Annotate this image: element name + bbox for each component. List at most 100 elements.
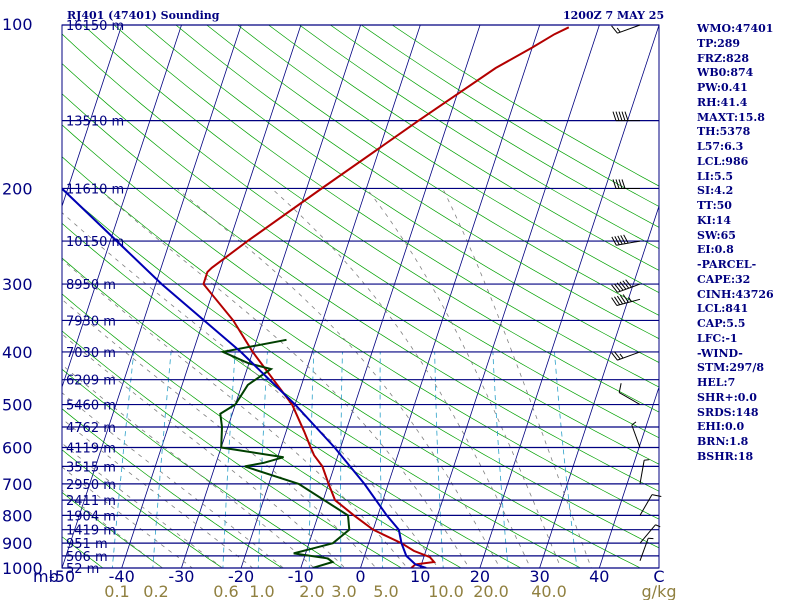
- stat-item: CINH:43726: [697, 287, 774, 301]
- wind-barb: [618, 383, 641, 405]
- stat-item: CAP:5.5: [697, 317, 746, 330]
- height-label: 506 m: [66, 550, 108, 565]
- dewpoint-line: [219, 338, 351, 568]
- stat-item: PW:0.41: [697, 81, 748, 94]
- isotherm-line: [62, 25, 182, 389]
- moist-adiabat: [176, 188, 501, 568]
- wind-barb: [612, 111, 640, 122]
- mixing-ratio-tick-label: 3.0: [331, 582, 356, 600]
- dry-adiabat: [175, 25, 659, 340]
- pressure-unit-label: mb: [33, 567, 59, 586]
- dry-adiabat: [237, 25, 659, 294]
- mixing-ratio-tick-label: 0.6: [213, 582, 238, 600]
- stat-item: KI:14: [697, 213, 732, 227]
- height-label: 13510 m: [66, 115, 124, 130]
- pressure-tick-label: 700: [2, 475, 33, 494]
- wind-barb: [611, 234, 641, 246]
- height-label: 5460 m: [66, 399, 116, 414]
- wind-barb: [639, 524, 661, 544]
- dry-adiabat: [62, 93, 659, 492]
- stat-item: HEL:7: [697, 376, 736, 389]
- mixing-ratio-line: [308, 351, 315, 568]
- moist-adiabat: [366, 188, 562, 568]
- dry-adiabat: [62, 536, 104, 568]
- moist-adiabat: [62, 418, 254, 568]
- height-label: 4762 m: [66, 421, 116, 436]
- dry-adiabat: [62, 491, 164, 568]
- stat-item: TH:5378: [697, 125, 751, 139]
- dry-adiabat: [82, 25, 659, 413]
- height-label: 2950 m: [66, 478, 116, 493]
- height-label: 4119 m: [66, 442, 116, 457]
- dry-adiabat: [62, 293, 462, 568]
- dry-adiabat: [62, 368, 343, 568]
- height-label: 7030 m: [66, 346, 116, 361]
- stat-item: WB0:874: [697, 66, 754, 80]
- isotherm-line: [180, 25, 362, 568]
- height-label: 8950 m: [66, 278, 116, 293]
- mixing-ratio-line: [492, 351, 509, 568]
- stat-item: LCL:986: [697, 154, 749, 168]
- mixing-ratio-line: [379, 351, 384, 568]
- stat-item: LI:5.5: [697, 169, 734, 183]
- temperature-tick-label: 20: [470, 567, 490, 586]
- dry-adiabat: [206, 25, 659, 316]
- isotherm-line: [539, 204, 659, 568]
- wind-barb: [639, 494, 662, 516]
- height-label: 16150 m: [66, 19, 124, 34]
- mixing-ratio-tick-label: 0.2: [143, 582, 168, 600]
- pressure-tick-label: 800: [2, 506, 33, 525]
- mixing-ratio-line: [111, 351, 135, 568]
- wind-barb: [631, 421, 641, 448]
- pressure-tick-label: 400: [2, 343, 33, 362]
- stat-item: BSHR:18: [697, 449, 754, 463]
- stat-item: SW:65: [697, 228, 736, 242]
- mixing-ratio-tick-label: g/kg: [642, 582, 677, 600]
- mixing-ratio-tick-label: 5.0: [373, 582, 398, 600]
- wind-barb: [612, 179, 640, 189]
- height-label: 7930 m: [66, 314, 116, 329]
- isotherm-line: [598, 385, 659, 568]
- mixing-ratio-line: [152, 351, 172, 568]
- mixing-ratio-tick-label: 1.0: [249, 582, 274, 600]
- stat-item: MAXT:15.8: [697, 110, 765, 124]
- isotherm-line: [419, 25, 600, 568]
- dry-adiabat: [113, 25, 659, 388]
- height-label: 3515 m: [66, 460, 116, 475]
- moist-adiabat: [62, 442, 224, 568]
- mixing-ratio-tick-label: 40.0: [531, 582, 567, 600]
- mixing-ratio-tick-label: 0.1: [104, 582, 129, 600]
- dry-adiabat: [62, 189, 641, 568]
- stat-item: STM:297/8: [697, 361, 764, 375]
- stat-item: LCL:841: [697, 302, 749, 316]
- wind-barb: [639, 459, 650, 484]
- stat-item: WMO:47401: [697, 22, 774, 35]
- mixing-ratio-line: [222, 351, 236, 568]
- isotherm-line: [0, 13, 6, 580]
- dry-adiabat: [268, 25, 659, 271]
- moist-adiabat: [442, 188, 592, 568]
- wind-barb: [611, 279, 641, 293]
- stats-panel: WMO:47401 TP:289 FRZ:828 WB0:874 PW:0.41 RH:4…: [697, 22, 797, 465]
- stat-item: CAPE:32: [697, 272, 751, 286]
- temperature-tick-label: 0: [355, 567, 365, 586]
- wind-barb: [611, 351, 641, 361]
- moist-adiabat: [271, 188, 531, 568]
- stat-item: TP:289: [697, 36, 741, 50]
- mixing-ratio-line: [257, 351, 268, 568]
- dry-adiabat: [62, 63, 659, 465]
- stat-item: SRDS:148: [697, 405, 759, 419]
- isotherm-line: [479, 25, 659, 568]
- temperature-tick-label: 10: [410, 567, 430, 586]
- moist-adiabat: [62, 392, 284, 568]
- dry-adiabat: [62, 33, 659, 439]
- moist-adiabat: [62, 489, 163, 568]
- stat-item: LFC:-1: [697, 331, 738, 345]
- mixing-ratio-line: [340, 351, 343, 568]
- dry-adiabat: [62, 257, 522, 568]
- stat-item: -WIND-: [697, 346, 743, 360]
- stat-item: L57:6.3: [697, 140, 744, 153]
- stat-item: -PARCEL-: [697, 258, 757, 271]
- stat-item: TT:50: [697, 199, 732, 212]
